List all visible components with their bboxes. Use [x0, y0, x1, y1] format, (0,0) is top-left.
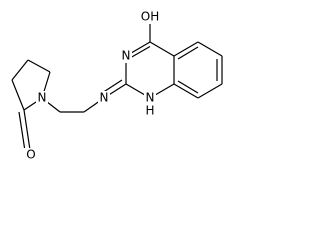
bond	[149, 41, 175, 57]
atom-label: N	[146, 91, 155, 105]
molecule-diagram: OH N N H N N O	[11, 10, 223, 162]
bond	[27, 59, 51, 73]
label-background	[24, 148, 38, 162]
bonds	[11, 22, 223, 152]
label-background	[144, 91, 156, 105]
label-background	[140, 10, 160, 24]
atom-label: H	[145, 104, 154, 118]
bond	[23, 109, 31, 151]
label-background	[36, 91, 48, 105]
bond	[129, 45, 151, 59]
bond	[173, 83, 199, 99]
label-background	[98, 91, 110, 105]
atom-labels: OH N N H N N O	[24, 10, 160, 162]
atom-label: N	[100, 91, 109, 105]
bond	[101, 79, 123, 94]
bond	[177, 46, 199, 60]
bond	[197, 41, 223, 57]
atom-label: OH	[141, 10, 159, 24]
bond	[197, 83, 223, 99]
atom-label: N	[38, 91, 47, 105]
bond	[173, 41, 199, 57]
atom-label: N	[122, 49, 131, 63]
bond	[18, 111, 26, 152]
bond	[11, 59, 29, 81]
bond	[11, 79, 25, 111]
atom-label: O	[26, 148, 35, 162]
label-background	[120, 49, 132, 63]
bond	[177, 80, 199, 94]
